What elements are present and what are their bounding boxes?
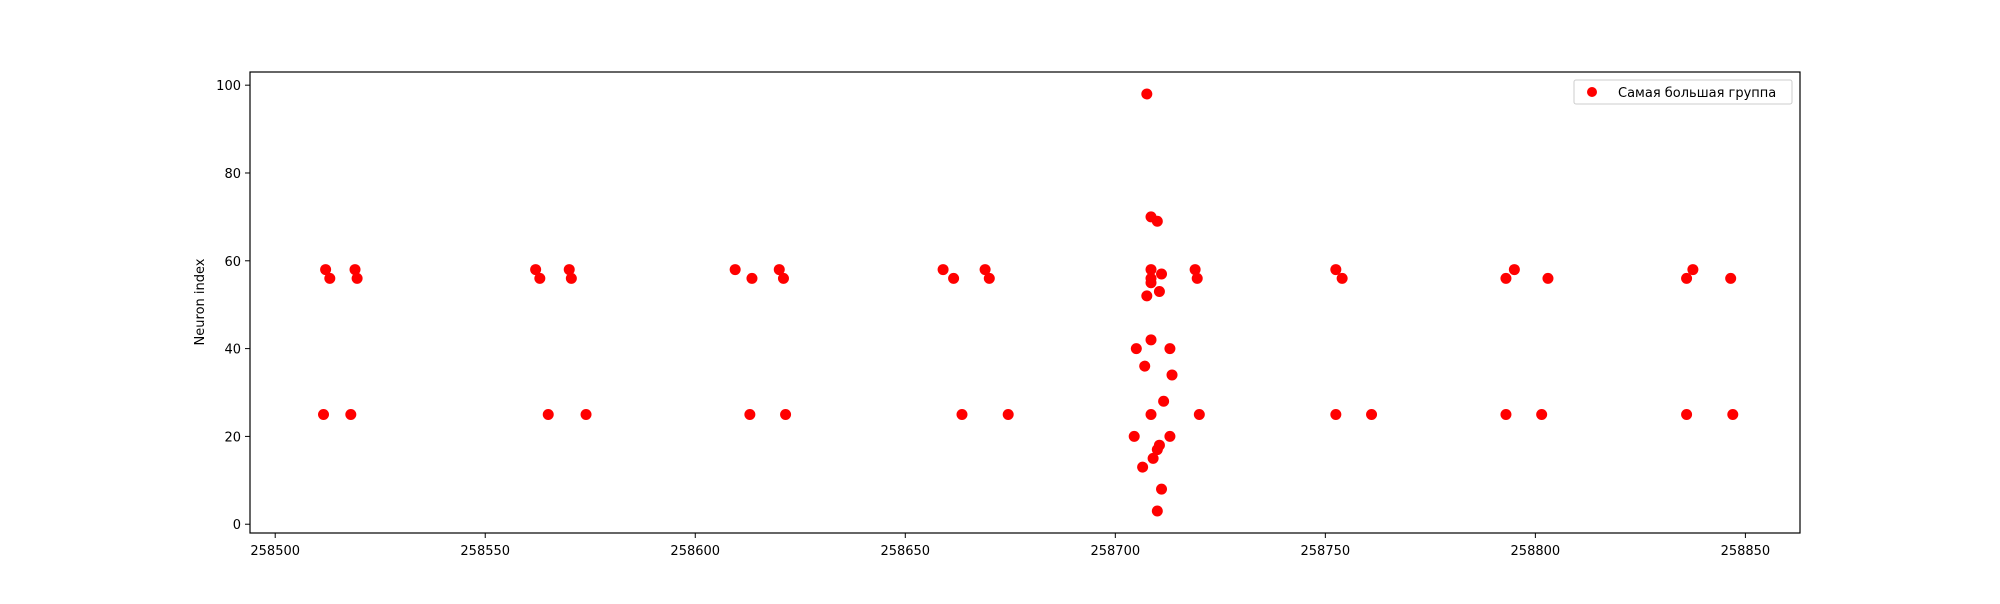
- data-point: [1151, 505, 1163, 517]
- data-point: [1193, 408, 1205, 420]
- data-point: [320, 264, 332, 276]
- data-point: [1141, 290, 1153, 302]
- data-point: [1536, 408, 1548, 420]
- data-point: [1508, 264, 1520, 276]
- data-point: [1336, 272, 1348, 284]
- data-point: [563, 264, 575, 276]
- y-tick-label: 0: [233, 518, 241, 533]
- legend-box: [1573, 79, 1793, 105]
- data-point: [979, 264, 991, 276]
- data-point: [983, 272, 995, 284]
- data-point: [1141, 88, 1153, 100]
- data-point: [1130, 343, 1142, 355]
- data-point: [1153, 286, 1165, 298]
- data-point: [580, 408, 592, 420]
- data-point: [530, 264, 542, 276]
- plot-background: [250, 72, 1800, 533]
- x-tick-label: 258800: [1511, 544, 1561, 559]
- y-axis: 0 20 40 60 80 100: [216, 79, 250, 533]
- data-point: [1156, 268, 1168, 280]
- data-point: [534, 272, 546, 284]
- data-point: [956, 408, 968, 420]
- data-point: [744, 408, 756, 420]
- data-point: [729, 264, 741, 276]
- x-tick-label: 258750: [1301, 544, 1351, 559]
- data-point: [542, 408, 554, 420]
- data-point: [948, 272, 960, 284]
- data-point: [1189, 264, 1201, 276]
- y-tick-label: 60: [224, 255, 241, 270]
- data-point: [773, 264, 785, 276]
- data-point: [1330, 264, 1342, 276]
- data-point: [780, 408, 792, 420]
- data-point: [1542, 272, 1554, 284]
- data-point: [937, 264, 949, 276]
- data-point: [1164, 343, 1176, 355]
- x-tick-label: 258650: [880, 544, 930, 559]
- data-point: [351, 272, 363, 284]
- data-point: [1145, 272, 1157, 284]
- data-point: [1330, 408, 1342, 420]
- data-point: [1500, 408, 1512, 420]
- data-point: [1725, 272, 1737, 284]
- data-point: [345, 408, 357, 420]
- data-point: [349, 264, 361, 276]
- x-tick-label: 258600: [670, 544, 720, 559]
- data-point: [1139, 360, 1151, 372]
- data-point: [1366, 408, 1378, 420]
- data-point: [1147, 452, 1159, 464]
- data-point: [324, 272, 336, 284]
- data-point: [1002, 408, 1014, 420]
- data-point: [1137, 461, 1149, 473]
- data-point: [1145, 408, 1157, 420]
- data-point: [565, 272, 577, 284]
- data-point: [1727, 408, 1739, 420]
- y-axis-label: Neuron index: [193, 258, 208, 345]
- data-point: [777, 272, 789, 284]
- x-tick-label: 258700: [1090, 544, 1140, 559]
- legend-marker: [1587, 87, 1597, 97]
- data-points: [318, 88, 1739, 517]
- data-point: [1153, 439, 1165, 451]
- data-point: [1158, 395, 1170, 407]
- legend: Самая большая группа: [1573, 79, 1793, 105]
- data-point: [1156, 483, 1168, 495]
- y-tick-label: 40: [224, 343, 241, 358]
- data-point: [1191, 272, 1203, 284]
- data-point: [318, 408, 330, 420]
- data-point: [1681, 408, 1693, 420]
- data-point: [1500, 272, 1512, 284]
- y-tick-label: 20: [224, 430, 241, 445]
- data-point: [1128, 430, 1140, 442]
- data-point: [1151, 215, 1163, 227]
- data-point: [1164, 430, 1176, 442]
- y-tick-label: 80: [224, 167, 241, 182]
- data-point: [1145, 334, 1157, 346]
- data-point: [1681, 272, 1693, 284]
- x-tick-label: 258850: [1721, 544, 1771, 559]
- data-point: [746, 272, 758, 284]
- x-tick-label: 258500: [250, 544, 300, 559]
- y-tick-label: 100: [216, 79, 241, 94]
- x-axis: 258500 258550 258600 258650 258700 258750 2588…: [250, 533, 1770, 559]
- data-point: [1166, 369, 1178, 381]
- plot-frame: [249, 71, 1801, 534]
- x-tick-label: 258550: [460, 544, 510, 559]
- legend-label: Самая большая группа: [1618, 86, 1776, 101]
- data-point: [1687, 264, 1699, 276]
- data-point: [1145, 264, 1157, 276]
